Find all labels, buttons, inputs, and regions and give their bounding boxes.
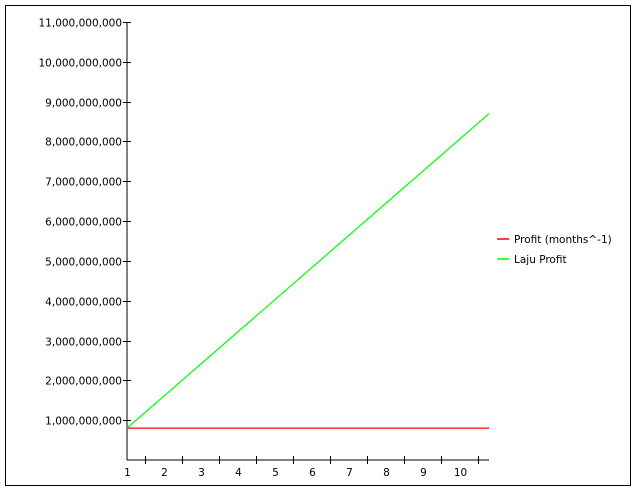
legend-label: Profit (months^-1) [514, 234, 612, 246]
x-tick-label: 8 [383, 467, 390, 479]
x-tick-label: 6 [309, 467, 316, 479]
legend-label: Laju Profit [514, 254, 567, 266]
x-tick-label: 5 [272, 467, 279, 479]
y-axis-ticks: 1,000,000,000 2,000,000,000 3,000,000,000 4… [39, 18, 131, 428]
x-tick-label: 3 [198, 467, 205, 479]
chart-frame [5, 5, 631, 486]
chart-series [126, 113, 490, 429]
series-line [126, 113, 490, 429]
y-tick-label: 4,000,000,000 [45, 297, 122, 309]
y-tick-label: 8,000,000,000 [45, 137, 122, 149]
x-tick-label: 9 [420, 467, 427, 479]
y-tick-label: 5,000,000,000 [45, 257, 122, 269]
y-tick-label: 7,000,000,000 [45, 177, 122, 189]
y-tick-label: 1,000,000,000 [45, 416, 122, 428]
x-tick-label: 7 [346, 467, 353, 479]
y-tick-label: 10,000,000,000 [39, 58, 123, 70]
x-axis-ticks: 1 2 3 4 5 6 7 8 9 10 [124, 456, 479, 479]
y-tick-label: 3,000,000,000 [45, 337, 122, 349]
x-tick-label: 10 [454, 467, 467, 479]
y-tick-label: 11,000,000,000 [39, 18, 123, 30]
x-tick-label: 4 [235, 467, 242, 479]
chart-axes [126, 22, 489, 461]
y-tick-label: 2,000,000,000 [45, 376, 122, 388]
chart-legend: Profit (months^-1) Laju Profit [497, 234, 612, 266]
y-tick-label: 6,000,000,000 [45, 217, 122, 229]
y-tick-label: 9,000,000,000 [45, 98, 122, 110]
x-tick-label: 1 [124, 467, 131, 479]
x-tick-label: 2 [161, 467, 168, 479]
